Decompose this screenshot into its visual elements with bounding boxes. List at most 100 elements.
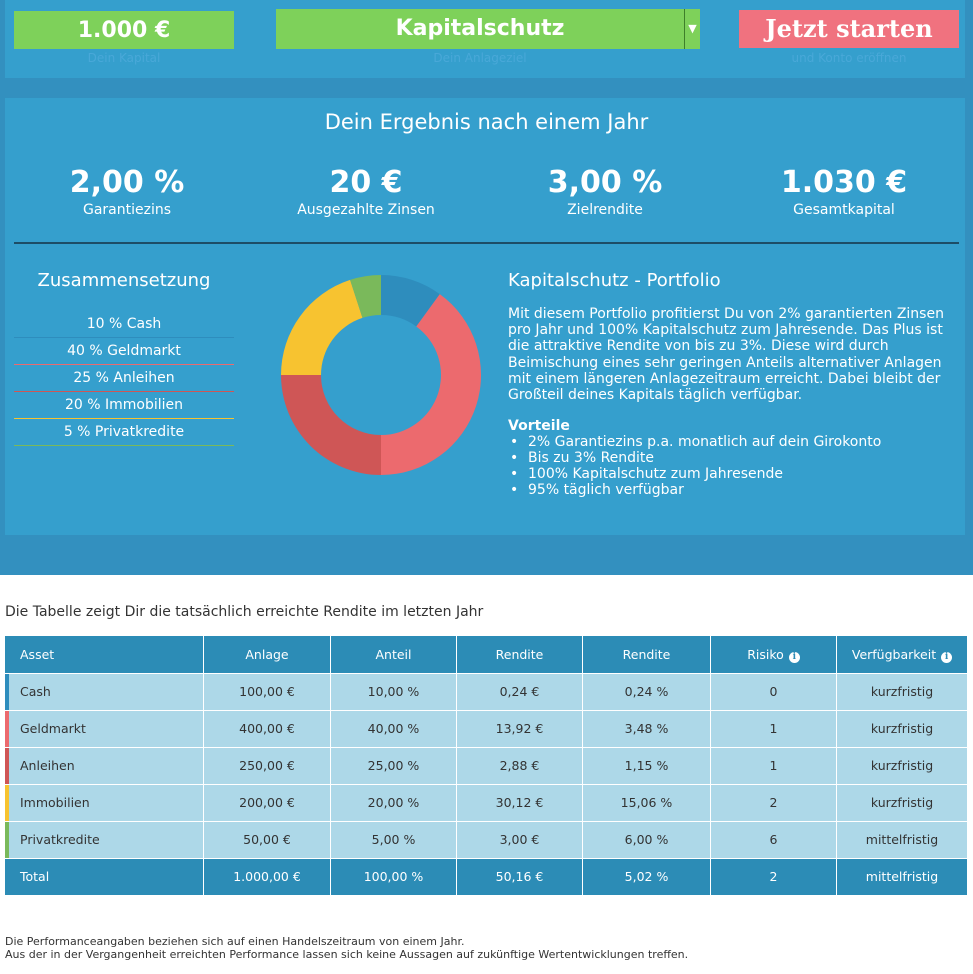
stat-value: 1.030 € <box>780 165 908 200</box>
stat-label: Gesamtkapital <box>793 202 895 218</box>
table-header-cell: Anlage <box>204 636 331 673</box>
capital-amount-field[interactable]: 1.000 € <box>14 11 234 49</box>
row-separator <box>5 784 967 785</box>
table-cell: 1,15 % <box>583 747 711 784</box>
table-row: Cash 100,00 €10,00 % 0,24 €0,24 % 0 kurzfris… <box>5 673 967 710</box>
table-cell: 0,24 € <box>457 673 583 710</box>
table-cell: 1 <box>711 747 837 784</box>
table-cell: Cash <box>5 673 204 710</box>
open-account-label: und Konto eröffnen <box>791 51 907 65</box>
asset-color-marker <box>5 710 9 747</box>
asset-color-marker <box>5 747 9 784</box>
donut-slice <box>350 275 381 318</box>
asset-color-marker <box>5 784 9 821</box>
table-header-cell: Risiko i <box>711 636 837 673</box>
composition-item: 20 % Immobilien <box>14 392 234 419</box>
table-row: Privatkredite 50,00 €5,00 % 3,00 €6,00 % 6 m… <box>5 821 967 858</box>
table-row: Anleihen 250,00 €25,00 % 2,88 €1,15 % 1 kurz… <box>5 747 967 784</box>
stat-paid-interest: 20 € Ausgezahlte Zinsen <box>266 165 466 219</box>
table-row: Immobilien 200,00 €20,00 % 30,12 €15,06 % 2… <box>5 784 967 821</box>
composition-item: 40 % Geldmarkt <box>14 338 234 365</box>
table-cell: 5,00 % <box>331 821 457 858</box>
table-header-cell: Anteil <box>331 636 457 673</box>
composition-item: 10 % Cash <box>14 311 234 338</box>
table-cell: 3,00 € <box>457 821 583 858</box>
info-icon[interactable]: i <box>788 652 800 663</box>
table-cell: Anleihen <box>5 747 204 784</box>
table-cell: kurzfristig <box>837 747 967 784</box>
footnote-line: Aus der in der Vergangenheit erreichten … <box>5 948 689 961</box>
stat-total-capital: 1.030 € Gesamtkapital <box>744 165 944 219</box>
stat-label: Zielrendite <box>567 202 643 218</box>
table-cell: mittelfristig <box>837 821 967 858</box>
table-cell: 10,00 % <box>331 673 457 710</box>
advantage-item: 95% täglich verfügbar <box>508 482 881 498</box>
row-separator <box>5 673 967 674</box>
portfolio-title: Kapitalschutz - Portfolio <box>508 270 721 291</box>
investment-goal-value: Kapitalschutz <box>395 16 565 41</box>
table-header-cell: Rendite <box>457 636 583 673</box>
table-cell: 100,00 € <box>204 673 331 710</box>
investment-goal-label: Dein Anlageziel <box>433 51 527 65</box>
table-cell: 3,48 % <box>583 710 711 747</box>
chevron-down-icon[interactable]: ▼ <box>684 9 700 49</box>
table-cell: Immobilien <box>5 784 204 821</box>
stat-guaranteed-interest: 2,00 % Garantiezins <box>27 165 227 219</box>
table-header-row: Asset Anlage Anteil Rendite Rendite Risiko i Ve… <box>5 636 967 673</box>
table-cell: 0,24 % <box>583 673 711 710</box>
table-cell: 100,00 % <box>331 858 457 895</box>
composition-item: 25 % Anleihen <box>14 365 234 392</box>
table-cell: Total <box>5 858 204 895</box>
composition-item: 5 % Privatkredite <box>14 419 234 446</box>
table-cell: kurzfristig <box>837 784 967 821</box>
donut-slice <box>381 275 440 327</box>
table-header-cell: Asset <box>5 636 204 673</box>
section-divider <box>14 242 959 244</box>
table-cell: 5,02 % <box>583 858 711 895</box>
advantages-title: Vorteile <box>508 418 570 434</box>
donut-slice <box>281 375 381 475</box>
table-cell: kurzfristig <box>837 673 967 710</box>
table-cell: 250,00 € <box>204 747 331 784</box>
asset-color-marker <box>5 673 9 710</box>
asset-color-marker <box>5 821 9 858</box>
table-cell: 1 <box>711 710 837 747</box>
row-separator <box>5 821 967 822</box>
capital-label: Dein Kapital <box>87 51 161 65</box>
stat-value: 2,00 % <box>69 165 185 200</box>
table-cell: 1.000,00 € <box>204 858 331 895</box>
table-cell: 2 <box>711 784 837 821</box>
table-header-cell: Rendite <box>583 636 711 673</box>
table-cell: 6 <box>711 821 837 858</box>
stat-label: Garantiezins <box>82 202 172 218</box>
table-cell: 13,92 € <box>457 710 583 747</box>
table-cell: 15,06 % <box>583 784 711 821</box>
table-cell: 6,00 % <box>583 821 711 858</box>
stat-value: 3,00 % <box>547 165 663 200</box>
advantage-item: 100% Kapitalschutz zum Jahresende <box>508 466 881 482</box>
table-cell: Privatkredite <box>5 821 204 858</box>
table-cell: 40,00 % <box>331 710 457 747</box>
table-total-row: Total 1.000,00 €100,00 % 50,16 €5,02 % 2 mit… <box>5 858 967 895</box>
table-cell: 50,16 € <box>457 858 583 895</box>
stat-target-return: 3,00 % Zielrendite <box>505 165 705 219</box>
start-now-button[interactable]: Jetzt starten <box>739 10 959 48</box>
stat-label: Ausgezahlte Zinsen <box>297 202 435 218</box>
donut-slice <box>281 279 363 375</box>
table-cell: 400,00 € <box>204 710 331 747</box>
info-icon[interactable]: i <box>941 652 953 663</box>
row-separator <box>5 710 967 711</box>
result-title: Dein Ergebnis nach einem Jahr <box>324 110 649 134</box>
row-separator <box>5 858 967 859</box>
footnote: Die Performanceangaben beziehen sich auf… <box>5 935 688 961</box>
allocation-donut-chart <box>281 275 481 475</box>
table-cell: 0 <box>711 673 837 710</box>
table-cell: 20,00 % <box>331 784 457 821</box>
table-cell: 50,00 € <box>204 821 331 858</box>
investment-goal-select[interactable]: Kapitalschutz ▼ <box>276 9 700 49</box>
table-cell: 25,00 % <box>331 747 457 784</box>
table-cell: mittelfristig <box>837 858 967 895</box>
advantage-item: 2% Garantiezins p.a. monatlich auf dein … <box>508 434 881 450</box>
row-separator <box>5 747 967 748</box>
advantage-item: Bis zu 3% Rendite <box>508 450 881 466</box>
